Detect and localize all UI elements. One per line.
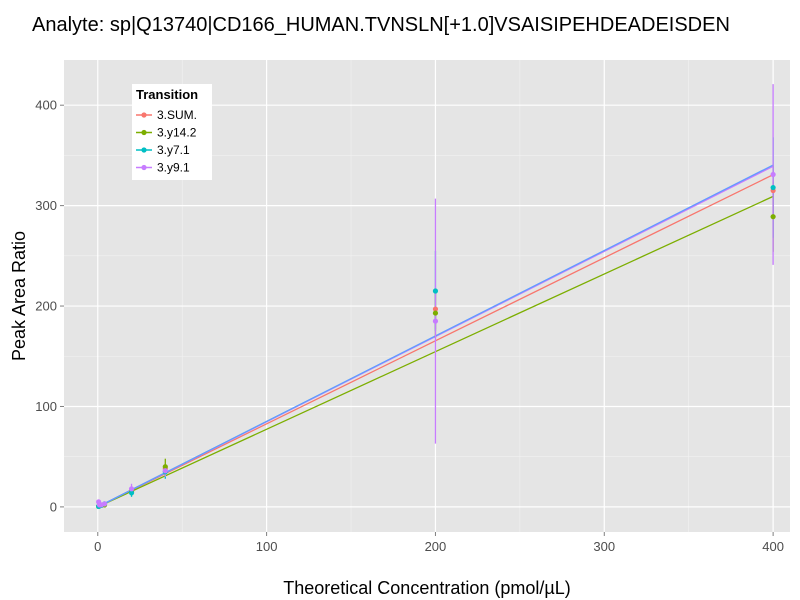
legend-title: Transition	[136, 87, 198, 102]
data-point-3-y14-2	[162, 464, 168, 470]
x-tick-label: 200	[425, 539, 447, 554]
data-point-3-y9-1	[101, 501, 108, 507]
x-tick-label: 400	[762, 539, 784, 554]
y-axis-ticks: 0 100 200 300 400	[35, 98, 64, 514]
legend-item-3-y14-2: 3.y14.2	[136, 126, 197, 140]
x-tick-label: 300	[593, 539, 615, 554]
legend-label: 3.y14.2	[157, 126, 197, 140]
data-point-3-y7-1	[128, 490, 135, 496]
legend-key-point	[141, 164, 147, 171]
y-tick-label: 200	[35, 299, 57, 314]
legend-item-3-y9-1: 3.y9.1	[136, 161, 190, 175]
legend-item-3-SUM: 3.SUM.	[136, 108, 197, 122]
data-points	[96, 171, 776, 509]
y-tick-label: 300	[35, 198, 57, 213]
data-point-3-y9-1	[162, 468, 168, 474]
legend-label: 3.y9.1	[157, 161, 190, 175]
data-point-3-y9-1	[770, 171, 776, 178]
legend-key-point	[141, 147, 147, 153]
x-tick-label: 0	[94, 539, 101, 554]
data-point-3-y9-1	[432, 318, 439, 324]
y-tick-label: 100	[35, 399, 57, 414]
data-point-3-SUM	[432, 306, 439, 312]
x-axis-title: Theoretical Concentration (pmol/µL)	[283, 578, 571, 598]
data-point-3-y14-2	[770, 214, 776, 220]
legend-key-point	[141, 112, 147, 118]
y-tick-label: 400	[35, 98, 57, 113]
x-tick-label: 100	[256, 539, 278, 554]
data-point-3-y14-2	[432, 310, 439, 316]
legend-key-point	[141, 129, 147, 136]
y-tick-label: 0	[50, 499, 57, 514]
chart-title: Analyte: sp|Q13740|CD166_HUMAN.TVNSLN[+1…	[32, 14, 730, 36]
data-point-3-y7-1	[432, 288, 439, 294]
legend-item-3-y7-1: 3.y7.1	[136, 143, 190, 157]
data-point-3-y7-1	[770, 184, 776, 191]
data-point-3-y9-1	[128, 486, 135, 492]
y-axis-title: Peak Area Ratio	[9, 231, 29, 361]
legend: Transition 3.SUM. 3.y14.2 3.y7.1 3.y9.1	[132, 84, 212, 180]
legend-label: 3.y7.1	[157, 143, 190, 157]
x-axis-ticks: 0 100 200 300 400	[94, 532, 784, 554]
legend-label: 3.SUM.	[157, 108, 197, 122]
